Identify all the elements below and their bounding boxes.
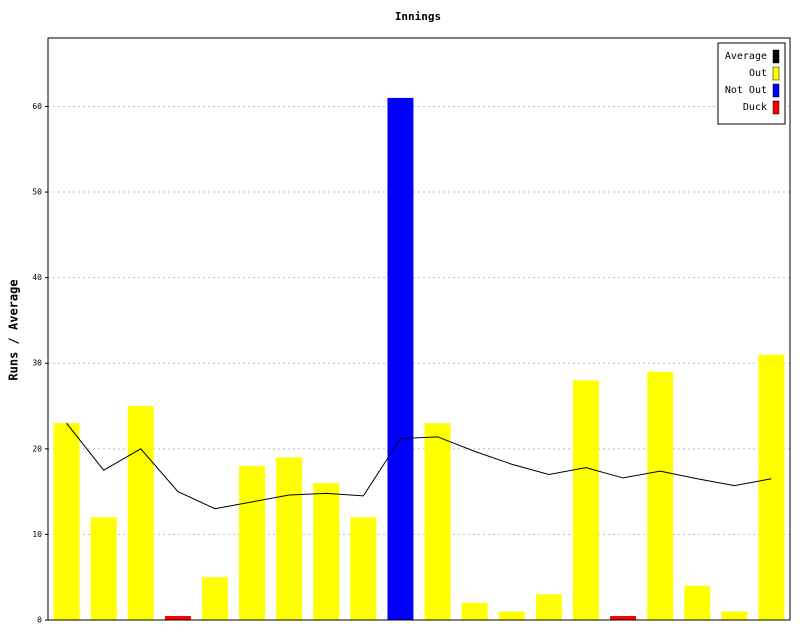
bar [758,354,785,620]
y-tick-label: 20 [32,444,42,453]
legend-label: Out [749,68,767,79]
legend-label: Average [725,51,767,62]
legend: Average Out Not Out Duck [717,42,786,125]
bar [684,585,711,620]
bar [387,97,414,621]
bar [90,517,117,620]
bar [201,577,228,620]
legend-swatch [772,66,780,81]
legend-label: Duck [743,102,767,113]
bar [721,611,748,620]
bar [53,423,80,620]
y-tick-label: 40 [32,273,42,282]
bar [313,483,340,620]
average-line [66,422,772,510]
legend-label: Not Out [725,85,767,96]
bar [610,616,637,620]
legend-swatch [772,83,780,98]
plot-frame [47,37,791,621]
y-axis-label: Runs / Average [7,279,21,380]
y-tick-label: 60 [32,102,42,111]
y-tick-label: 10 [32,530,42,539]
chart-title: Innings [395,10,441,23]
legend-swatch [772,49,780,64]
y-tick-label: 50 [32,188,42,197]
y-tick-label: 0 [37,616,42,625]
bar [572,380,599,620]
bar [164,616,191,620]
bar [498,611,525,620]
bar [239,465,266,620]
bar [127,406,154,620]
bar [424,423,451,620]
y-tick-label: 30 [32,359,42,368]
bar [276,457,303,620]
legend-swatch [772,100,780,115]
bar [647,371,674,620]
bar [461,602,488,620]
bar [535,594,562,620]
bar [350,517,377,620]
